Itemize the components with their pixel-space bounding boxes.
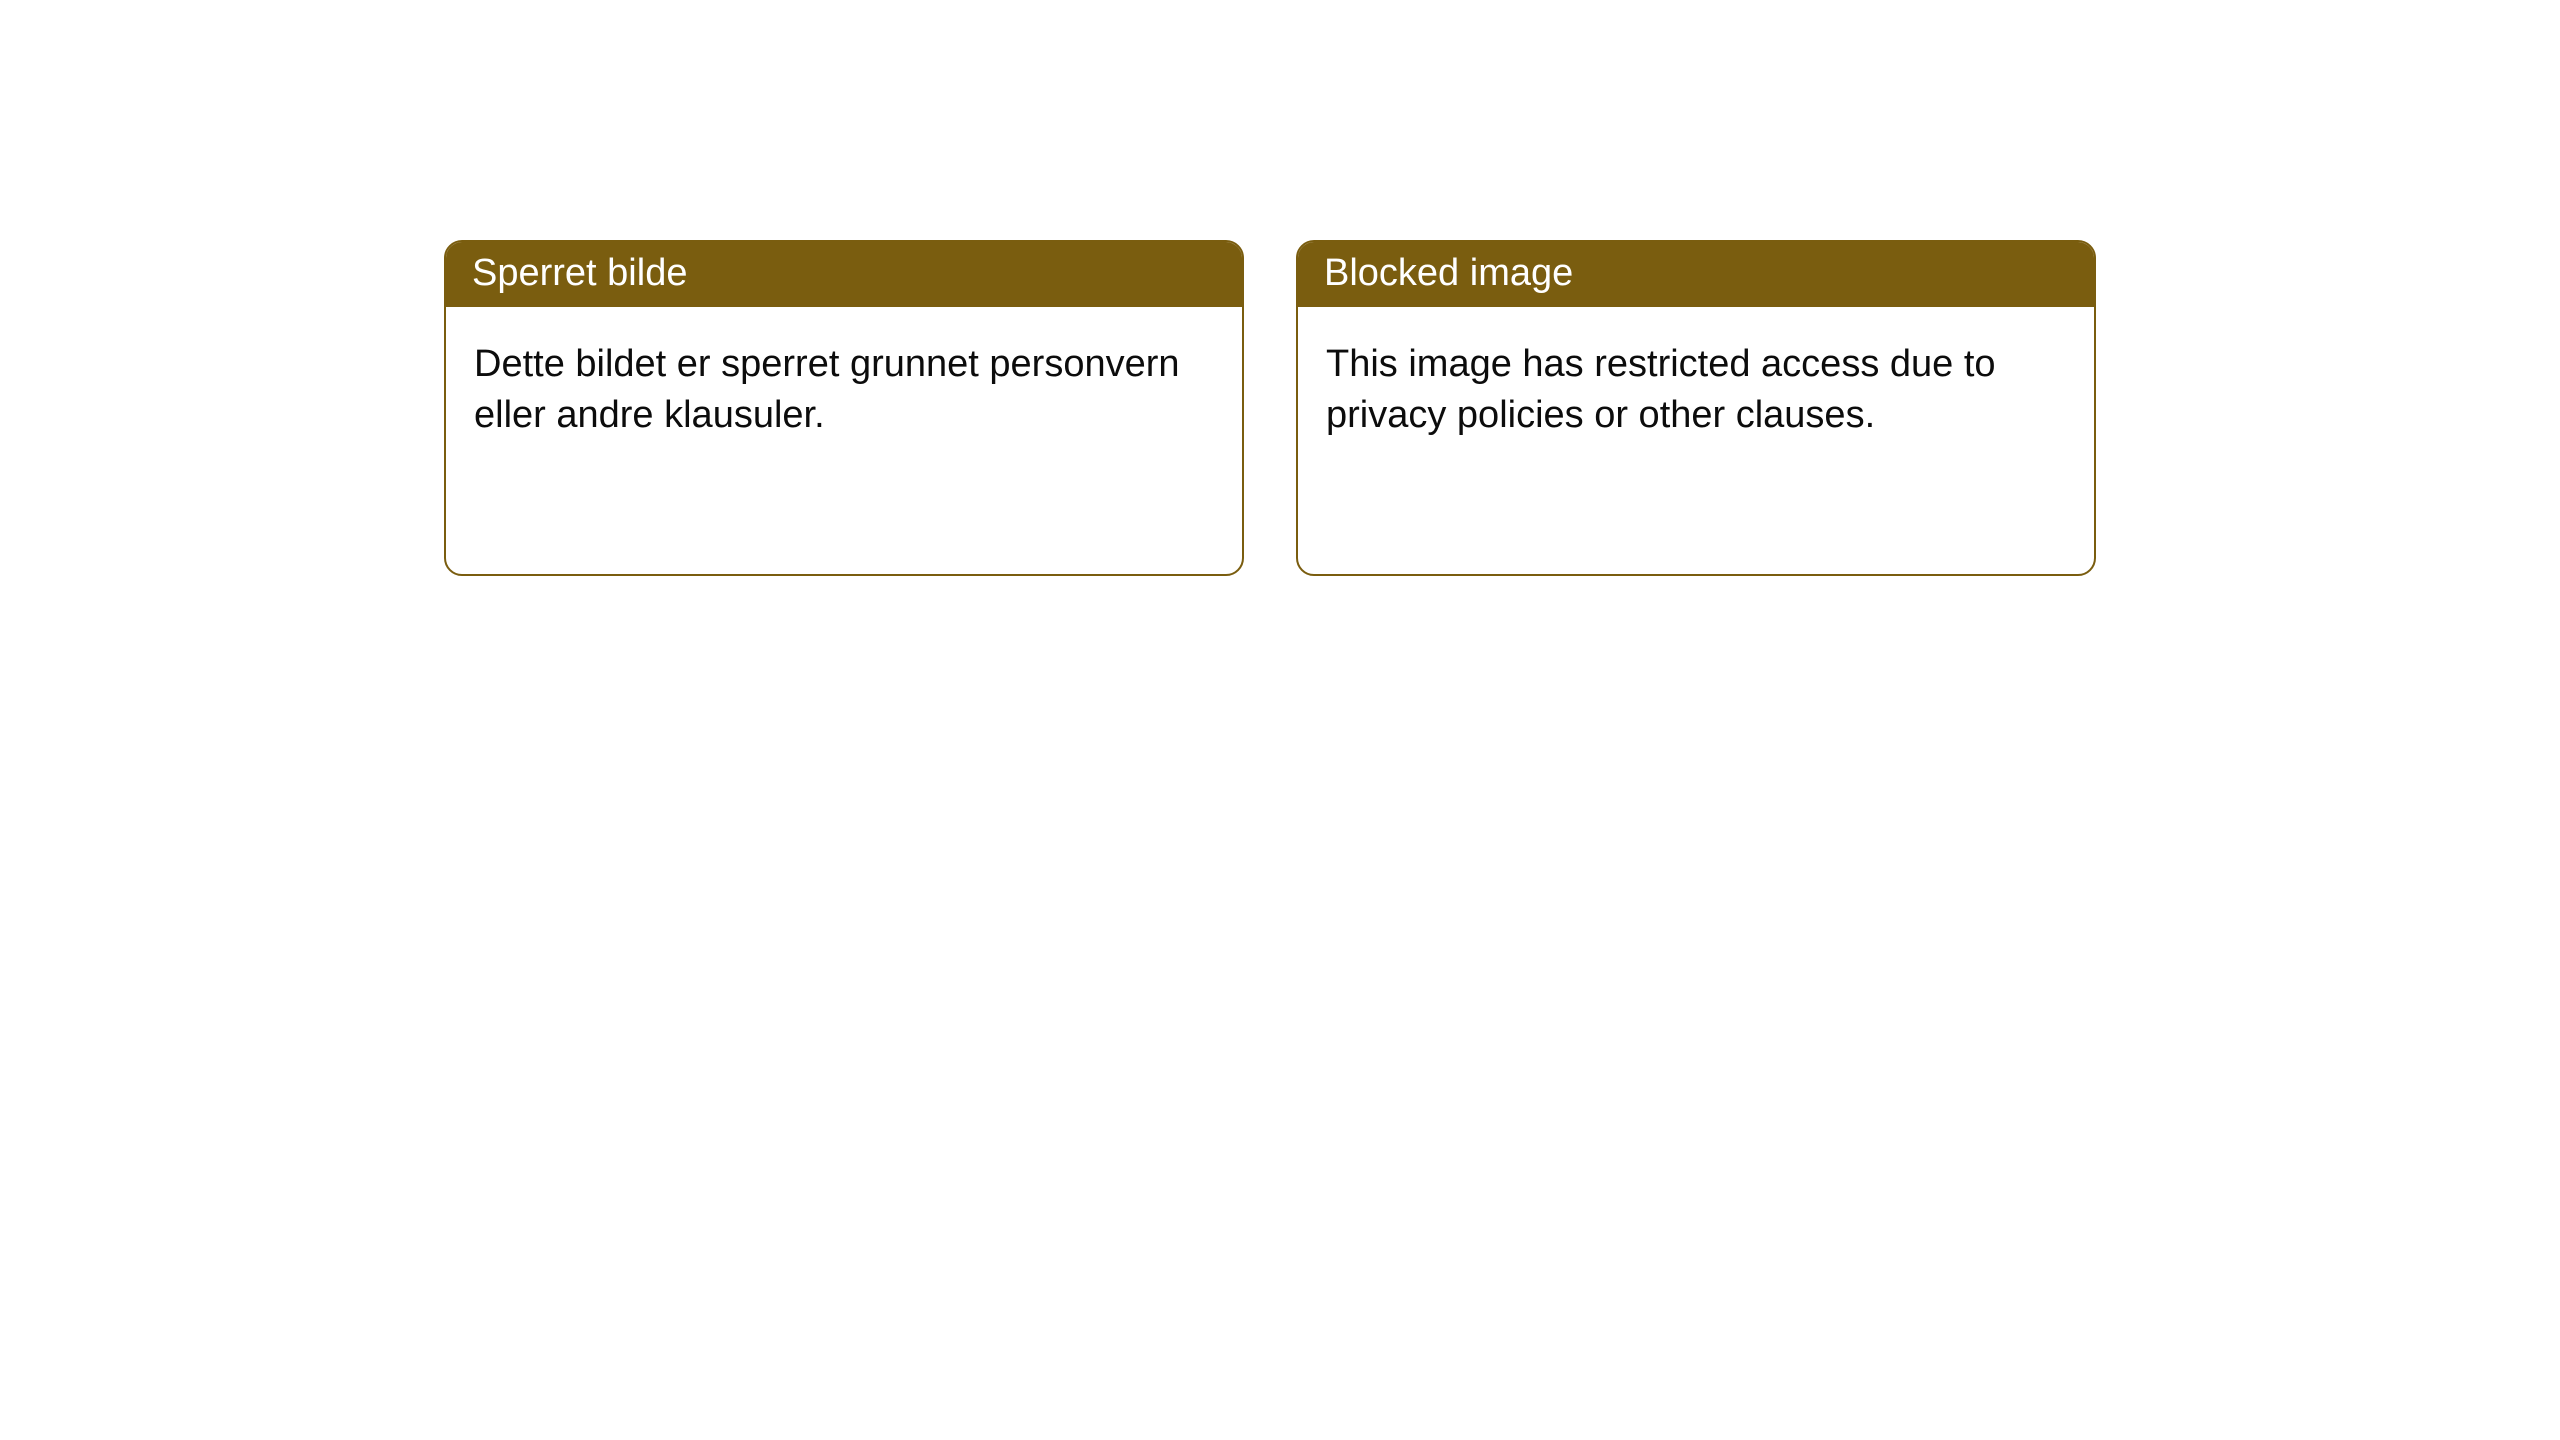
card-body-no: Dette bildet er sperret grunnet personve… xyxy=(446,307,1242,474)
blocked-image-card-en: Blocked image This image has restricted … xyxy=(1296,240,2096,576)
card-title-no: Sperret bilde xyxy=(472,252,687,294)
notice-container: Sperret bilde Dette bildet er sperret gr… xyxy=(0,0,2560,576)
card-text-en: This image has restricted access due to … xyxy=(1326,343,1996,436)
card-header-no: Sperret bilde xyxy=(446,242,1242,307)
blocked-image-card-no: Sperret bilde Dette bildet er sperret gr… xyxy=(444,240,1244,576)
card-body-en: This image has restricted access due to … xyxy=(1298,307,2094,474)
card-header-en: Blocked image xyxy=(1298,242,2094,307)
card-text-no: Dette bildet er sperret grunnet personve… xyxy=(474,343,1180,436)
card-title-en: Blocked image xyxy=(1324,252,1573,294)
